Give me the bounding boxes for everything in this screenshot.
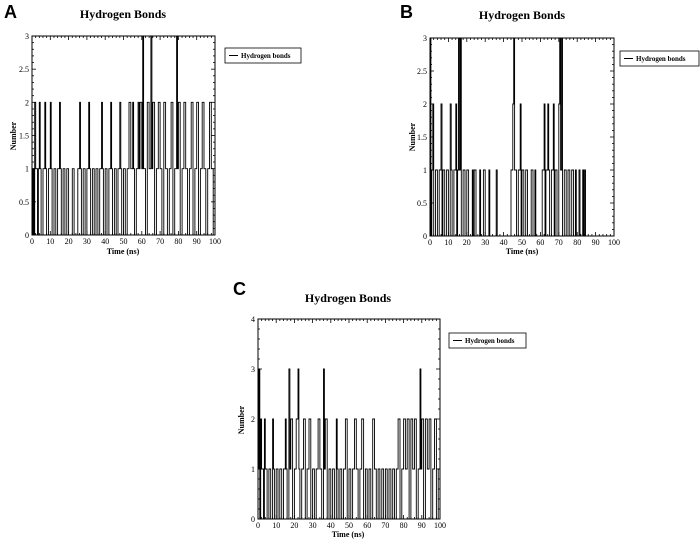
y-tick-label: 4 (251, 315, 255, 324)
chart-title: Hydrogen Bonds (305, 291, 391, 305)
y-tick-label: 2 (251, 415, 255, 424)
x-tick-label: 90 (592, 238, 600, 247)
series-line (430, 37, 589, 237)
y-tick-label: 0 (25, 231, 29, 240)
x-tick-label: 60 (138, 237, 146, 246)
x-tick-label: 30 (309, 521, 317, 530)
x-tick-label: 10 (444, 238, 452, 247)
x-tick-label: 20 (463, 238, 471, 247)
chart-title: Hydrogen Bonds (80, 7, 166, 21)
legend: Hydrogen bonds (224, 47, 302, 64)
x-tick-label: 60 (536, 238, 544, 247)
x-tick-label: 100 (209, 237, 221, 246)
y-axis-label: Number (408, 122, 417, 151)
y-tick-label: 1 (251, 465, 255, 474)
x-axis-label: Time (ns) (107, 247, 140, 256)
y-tick-label: 2 (25, 98, 29, 107)
x-tick-label: 40 (101, 237, 109, 246)
chart-panel-b: B Hydrogen Bonds 0 10 20 30 40 50 60 70 80 90 1000… (400, 2, 700, 256)
x-tick-label: 10 (272, 521, 280, 530)
x-tick-label: 70 (156, 237, 164, 246)
plot-area: 0 10 20 30 40 50 60 70 80 90 100 0 1 2 3 4 (251, 315, 446, 530)
x-tick-label: 0 (30, 237, 34, 246)
y-tick-label: 1.5 (417, 133, 427, 142)
y-tick-label: 2.5 (417, 67, 427, 76)
panel-letter: B (400, 2, 413, 22)
legend-label: Hydrogen bonds (241, 52, 291, 60)
y-tick-label: 1.5 (19, 132, 29, 141)
x-tick-label: 60 (363, 521, 371, 530)
legend-label: Hydrogen bonds (465, 337, 515, 345)
x-tick-label: 0 (256, 521, 260, 530)
y-tick-label: 0 (423, 232, 427, 241)
x-tick-label: 70 (381, 521, 389, 530)
series-line (32, 35, 216, 236)
plot-area: 0 10 20 30 40 50 60 70 80 90 100 0 0.5 1 1.5 2 2.5 3 (19, 32, 221, 246)
x-tick-label: 90 (418, 521, 426, 530)
chart-panel-c: C Hydrogen Bonds 0 10 20 30 40 50 60 70 80 90 1000… (233, 279, 527, 539)
x-tick-label: 100 (608, 238, 620, 247)
x-tick-label: 50 (518, 238, 526, 247)
x-tick-label: 40 (327, 521, 335, 530)
y-tick-label: 3 (25, 32, 29, 41)
x-tick-label: 30 (83, 237, 91, 246)
x-tick-label: 80 (573, 238, 581, 247)
legend-box (619, 50, 700, 67)
panel-letter: A (4, 2, 17, 22)
x-tick-label: 20 (65, 237, 73, 246)
x-tick-label: 80 (174, 237, 182, 246)
y-axis-label: Number (9, 121, 18, 150)
legend: Hydrogen bonds (619, 50, 700, 67)
x-tick-label: 70 (555, 238, 563, 247)
y-tick-label: 0 (251, 515, 255, 524)
y-tick-label: 1 (423, 166, 427, 175)
legend-box (448, 332, 527, 349)
y-tick-label: 1 (25, 165, 29, 174)
x-tick-label: 10 (46, 237, 54, 246)
x-tick-label: 90 (193, 237, 201, 246)
panel-letter: C (233, 279, 246, 299)
legend-label: Hydrogen bonds (636, 55, 686, 63)
y-tick-label: 0.5 (19, 198, 29, 207)
legend: Hydrogen bonds (448, 332, 527, 349)
y-tick-label: 2.5 (19, 65, 29, 74)
x-tick-label: 50 (345, 521, 353, 530)
x-axis-label: Time (ns) (506, 247, 539, 256)
y-tick-label: 0.5 (417, 199, 427, 208)
legend-box (224, 47, 302, 64)
series-line (258, 368, 441, 520)
x-tick-label: 20 (290, 521, 298, 530)
x-tick-label: 0 (428, 238, 432, 247)
x-axis-label: Time (ns) (332, 530, 365, 539)
y-tick-label: 3 (251, 365, 255, 374)
y-axis-label: Number (237, 405, 246, 434)
chart-title: Hydrogen Bonds (479, 8, 565, 22)
x-tick-label: 30 (481, 238, 489, 247)
x-tick-label: 80 (400, 521, 408, 530)
y-tick-label: 3 (423, 34, 427, 43)
chart-panel-a: A Hydrogen Bonds 0 10 20 30 40 50 60 70 80 90 1000… (4, 2, 302, 256)
x-tick-label: 40 (500, 238, 508, 247)
plot-area: 0 10 20 30 40 50 60 70 80 90 100 0 0.5 1 1.5 2 2.5 3 (417, 34, 620, 247)
y-tick-label: 2 (423, 100, 427, 109)
x-tick-label: 50 (120, 237, 128, 246)
x-tick-label: 100 (434, 521, 446, 530)
